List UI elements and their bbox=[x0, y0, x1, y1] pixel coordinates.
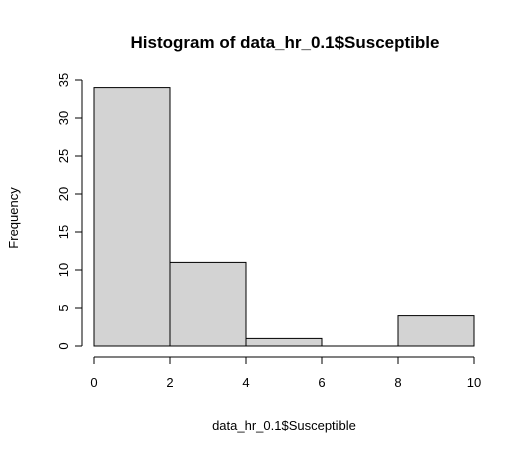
x-tick-label: 10 bbox=[467, 375, 481, 390]
x-axis-label: data_hr_0.1$Susceptible bbox=[212, 418, 356, 433]
x-tick-label: 6 bbox=[318, 375, 325, 390]
x-tick-label: 0 bbox=[90, 375, 97, 390]
histogram-bar bbox=[93, 87, 171, 347]
y-axis: 0 5 10 15 20 25 30 35 bbox=[56, 73, 83, 350]
y-tick-label: 25 bbox=[56, 149, 71, 163]
y-tick-label: 15 bbox=[56, 225, 71, 239]
y-tick-label: 5 bbox=[56, 304, 71, 311]
bars-group bbox=[93, 87, 475, 347]
x-tick-label: 2 bbox=[166, 375, 173, 390]
chart-title: Histogram of data_hr_0.1$Susceptible bbox=[131, 33, 440, 52]
x-tick-label: 8 bbox=[394, 375, 401, 390]
histogram-bar bbox=[169, 261, 247, 347]
x-axis: 0 2 4 6 8 10 bbox=[90, 356, 481, 390]
histogram-bar bbox=[397, 315, 475, 347]
y-tick-label: 35 bbox=[56, 73, 71, 87]
histogram-bar bbox=[245, 337, 323, 347]
x-tick-label: 4 bbox=[242, 375, 249, 390]
y-tick-label: 10 bbox=[56, 263, 71, 277]
y-tick-label: 0 bbox=[56, 342, 71, 349]
y-tick-label: 20 bbox=[56, 187, 71, 201]
y-axis-label: Frequency bbox=[6, 187, 21, 249]
y-tick-label: 30 bbox=[56, 111, 71, 125]
